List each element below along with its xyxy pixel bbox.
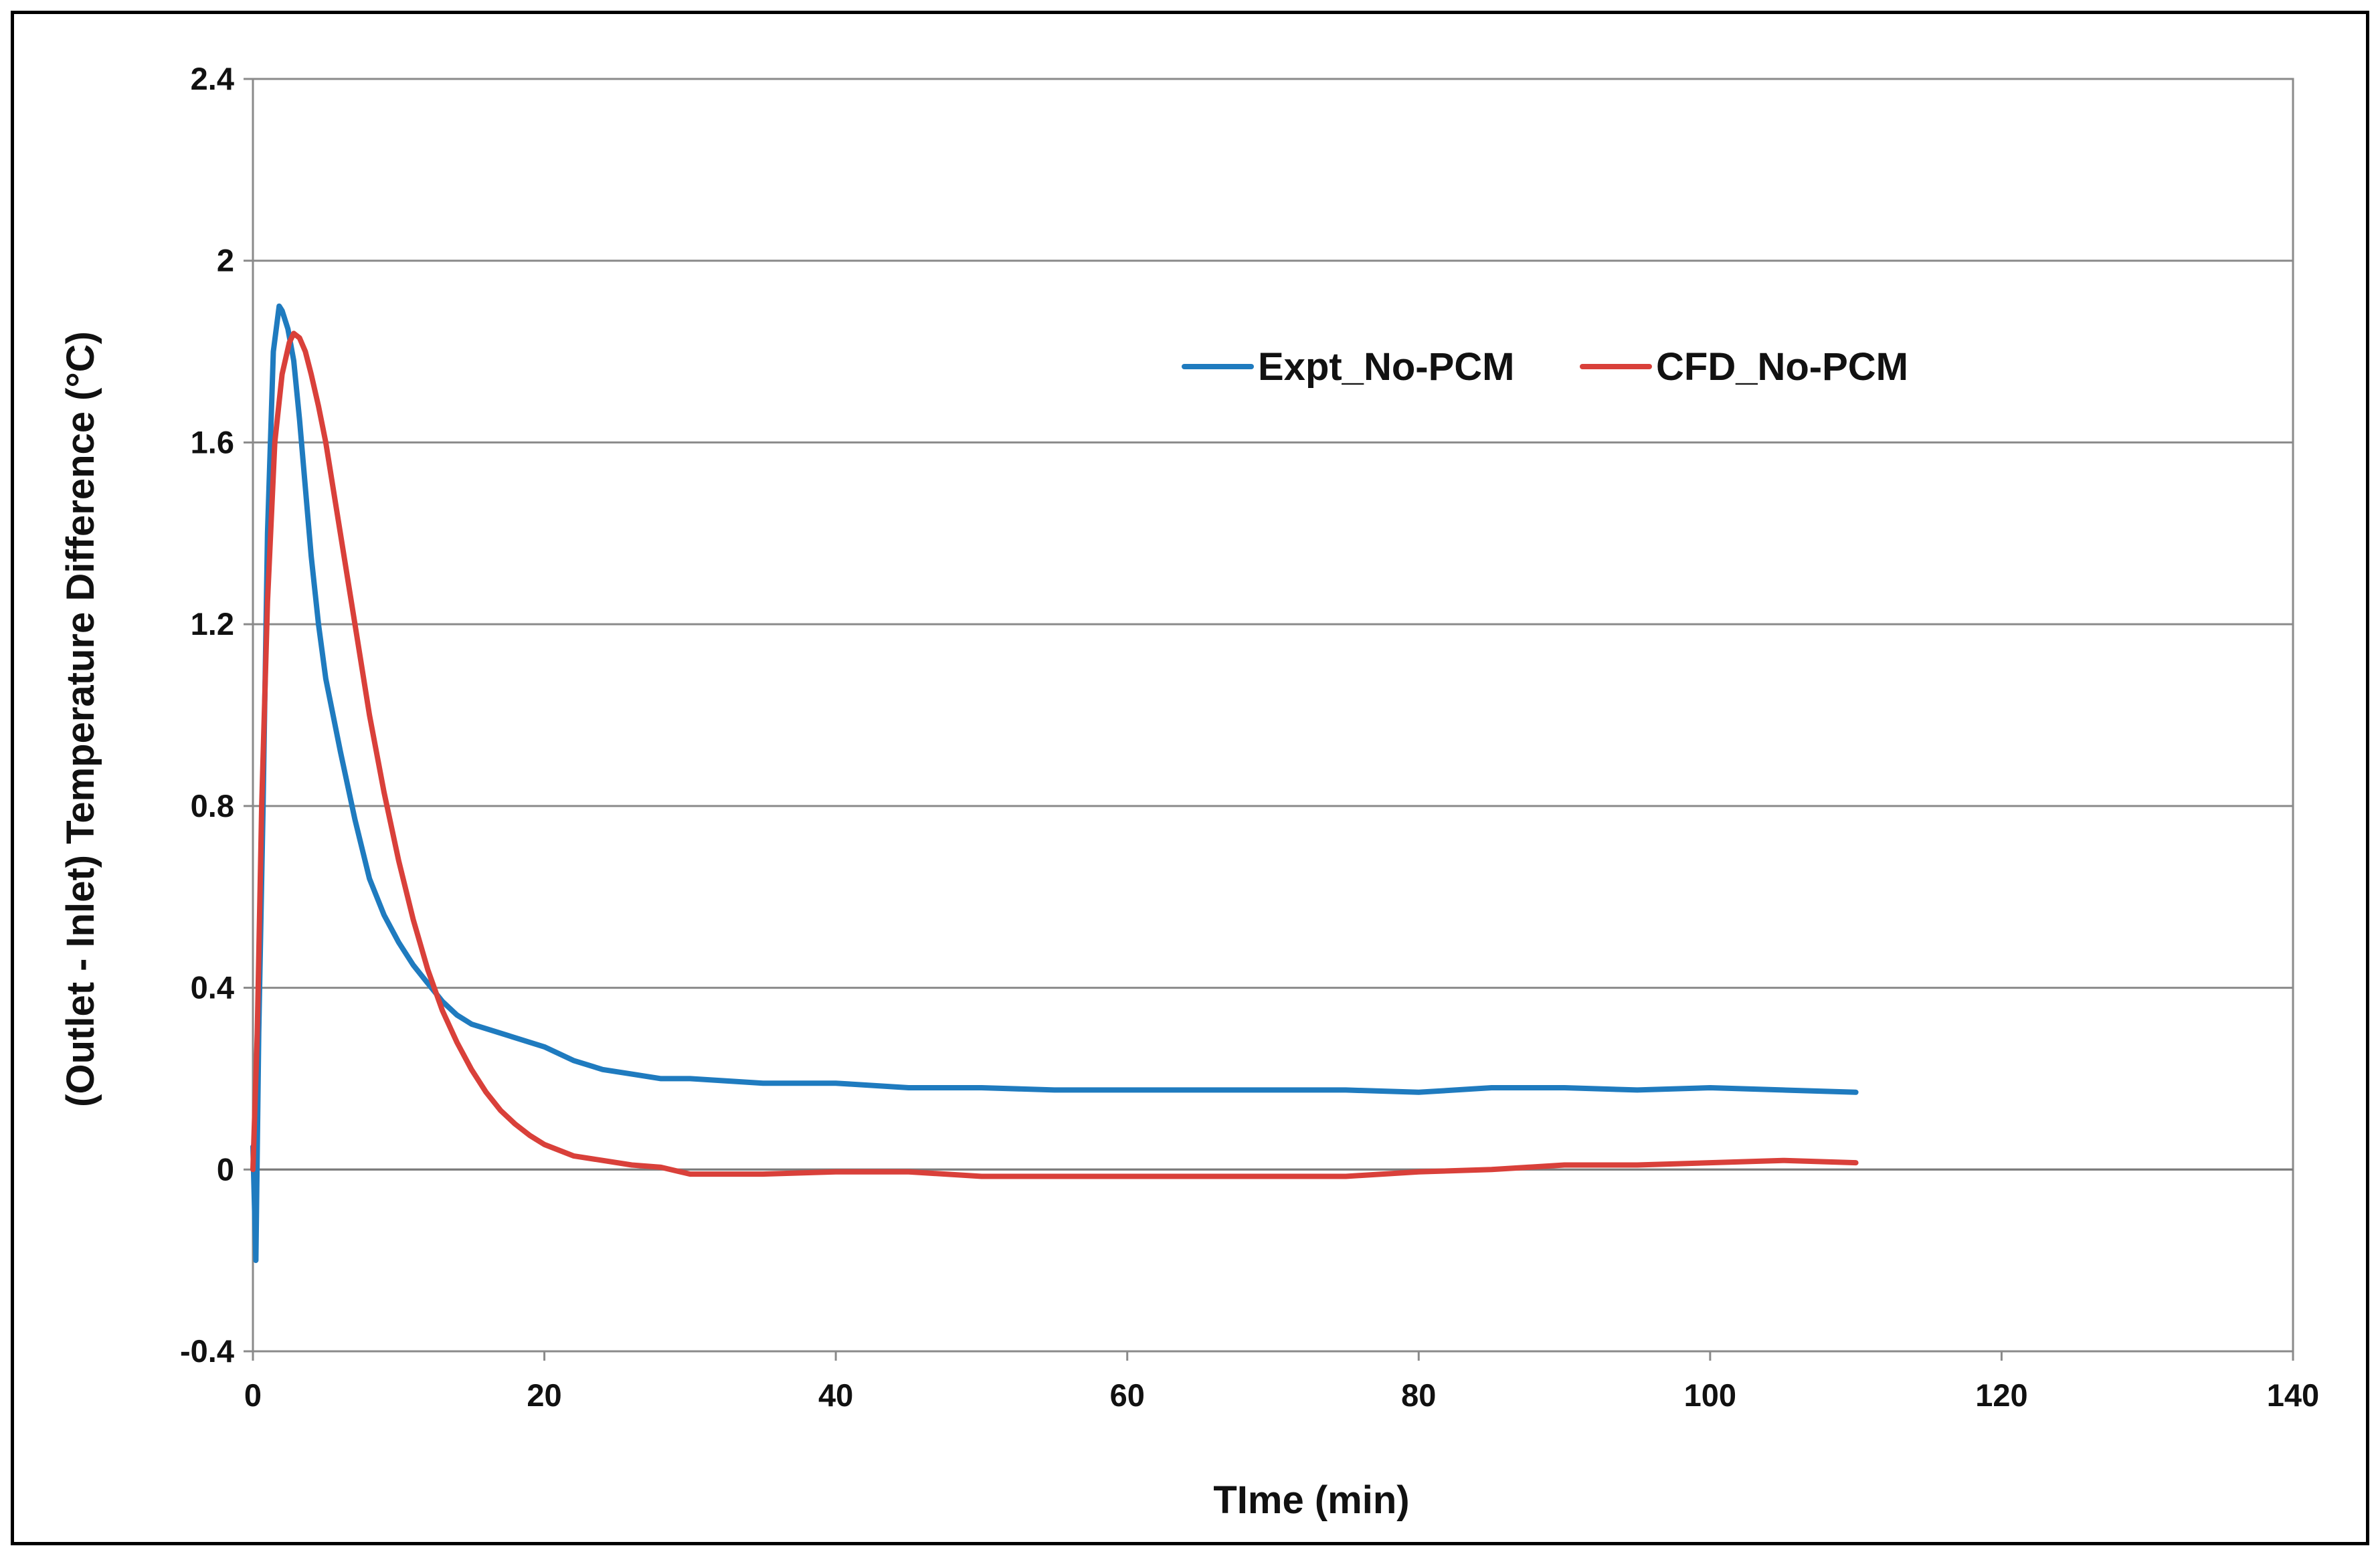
legend: Expt_No-PCM CFD_No-PCM — [1182, 345, 1908, 389]
y-tick-label: 1.6 — [191, 424, 234, 460]
x-tick-label: 100 — [1684, 1377, 1736, 1413]
legend-label-cfd: CFD_No-PCM — [1656, 345, 1908, 389]
y-tick-label: 2 — [217, 243, 234, 278]
y-tick-label: 0 — [217, 1151, 234, 1187]
x-tick-label: 20 — [527, 1377, 561, 1413]
y-tick-label: 1.2 — [191, 606, 234, 642]
series-line-cfd — [250, 330, 1859, 1179]
y-tick-label: 0.4 — [191, 970, 234, 1005]
grid-lines — [253, 78, 2293, 1353]
y-tick-label: 0.8 — [191, 788, 234, 823]
x-tick-label: 120 — [1975, 1377, 2027, 1413]
x-tick-label: 80 — [1401, 1377, 1436, 1413]
y-axis-title: (Outlet - Inlet) Temperature Difference … — [59, 331, 102, 1107]
x-tick-label: 60 — [1110, 1377, 1145, 1413]
x-tick-label: 40 — [818, 1377, 853, 1413]
axes — [244, 78, 2294, 1361]
tick-labels: -0.4 0 0.4 0.8 1.2 1.6 2 2.4 0 20 40 60 80 100 120 140 — [180, 61, 2319, 1413]
x-axis-title: TIme (min) — [1213, 1478, 1409, 1522]
y-tick-label: 2.4 — [191, 61, 234, 96]
series-line-expt — [250, 303, 1859, 1264]
legend-label-expt: Expt_No-PCM — [1258, 345, 1514, 389]
chart-frame — [11, 11, 2369, 1545]
plot-area — [252, 78, 2294, 1353]
x-tick-label: 140 — [2267, 1377, 2319, 1413]
data-series — [250, 303, 1859, 1264]
y-tick-label: -0.4 — [180, 1333, 234, 1369]
x-tick-label: 0 — [244, 1377, 262, 1413]
